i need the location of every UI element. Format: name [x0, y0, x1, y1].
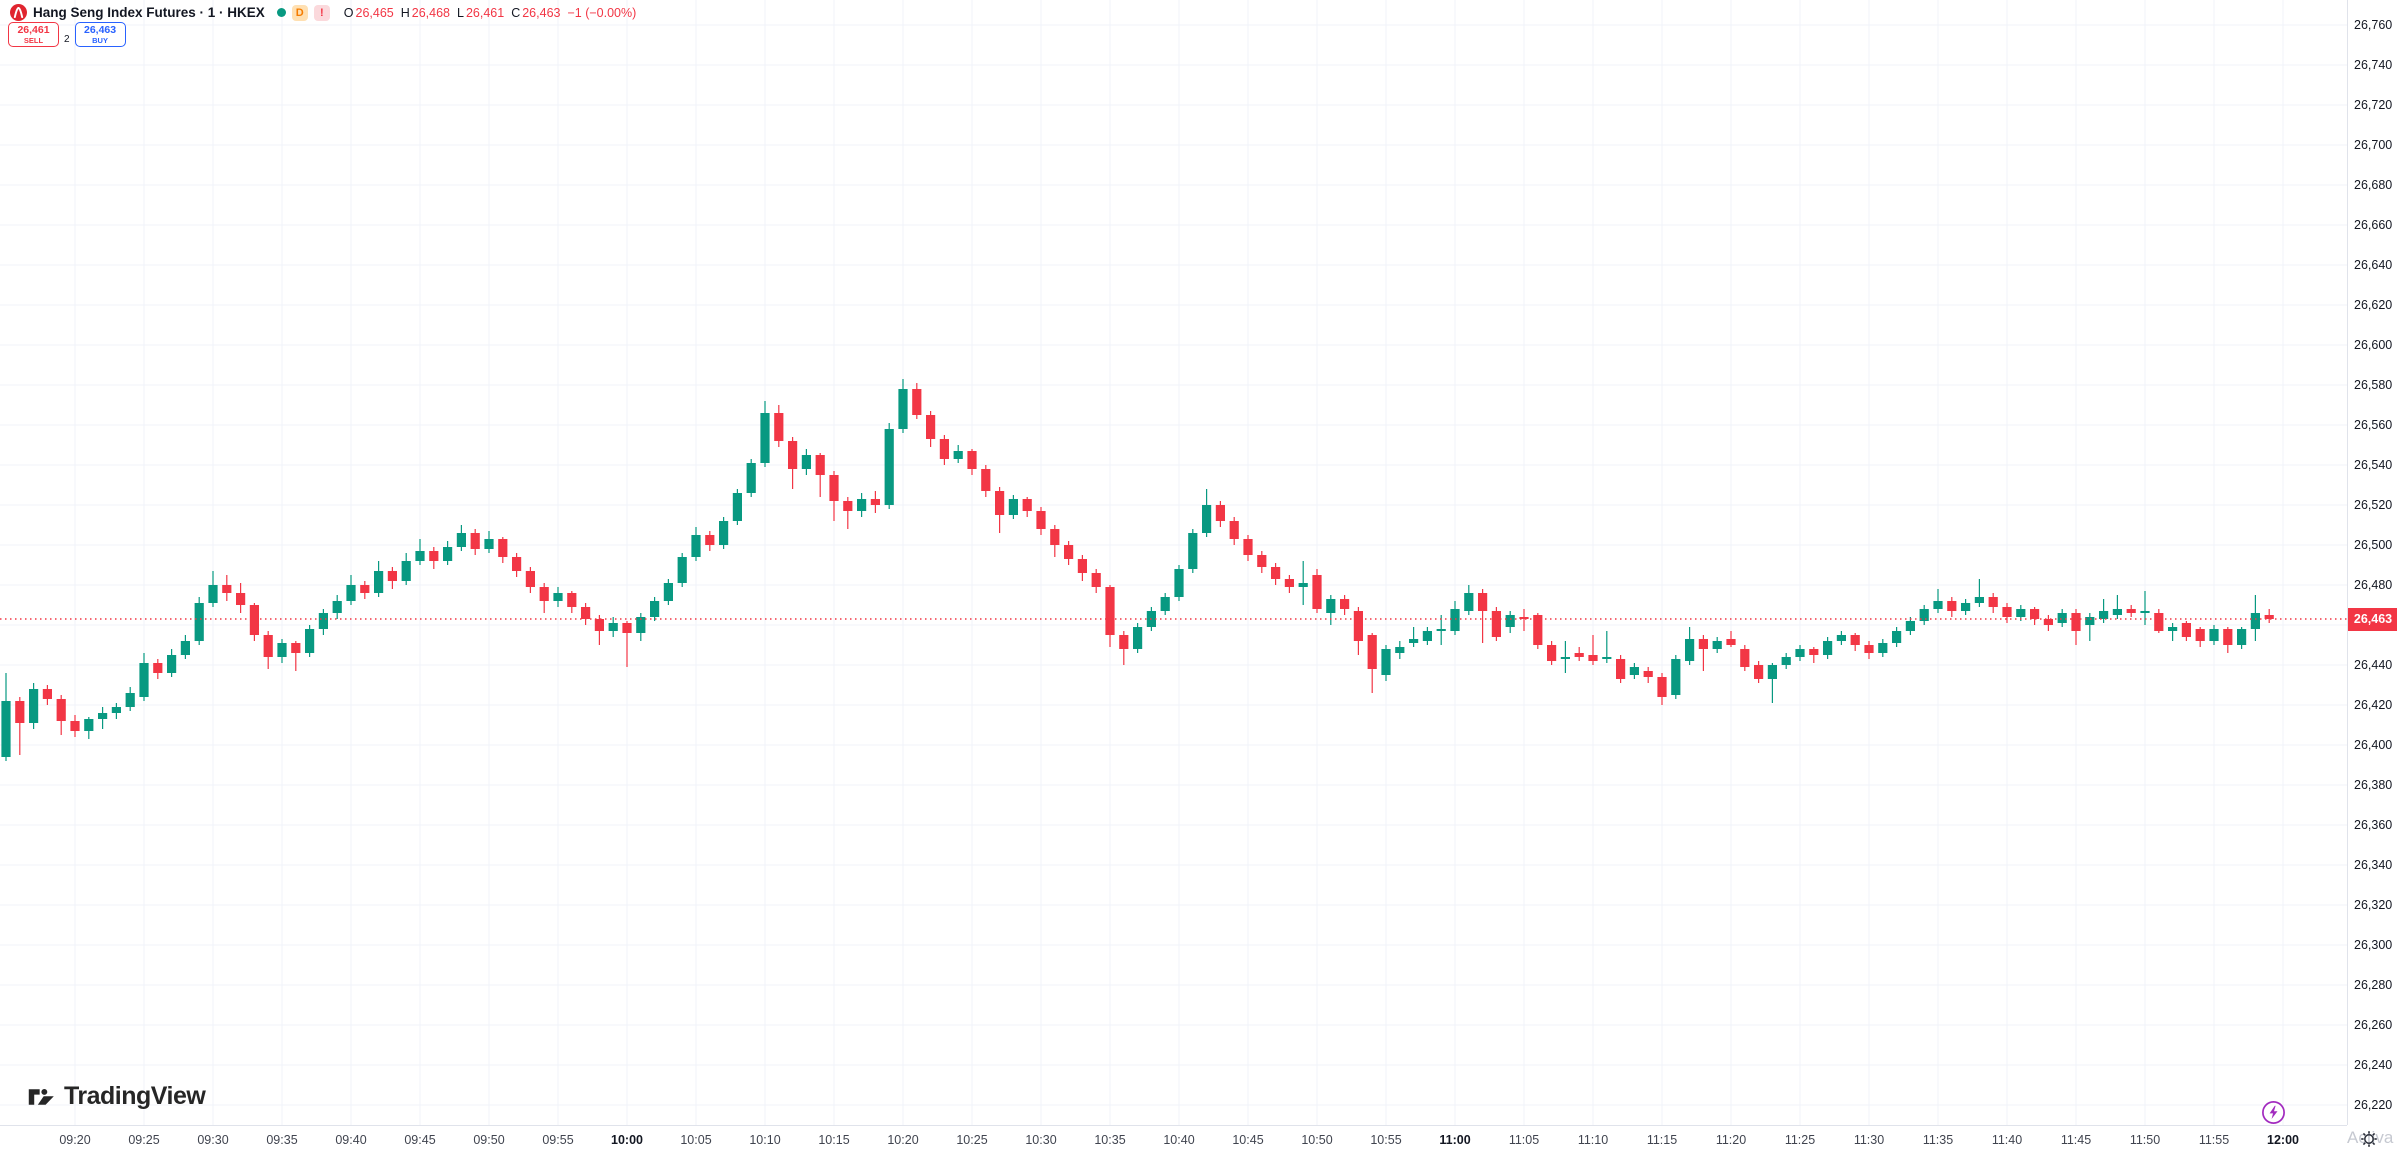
price-tick-label: 26,520 [2354, 498, 2393, 512]
time-tick-label: 11:05 [1508, 1133, 1540, 1147]
time-tick-label: 10:35 [1094, 1133, 1126, 1147]
time-tick-label: 09:20 [59, 1133, 91, 1147]
price-tick-label: 26,740 [2354, 58, 2393, 72]
time-tick-label: 09:25 [128, 1133, 160, 1147]
time-tick-label: 10:05 [680, 1133, 712, 1147]
price-tick-label: 26,660 [2354, 218, 2393, 232]
price-tick-label: 26,340 [2354, 858, 2393, 872]
grid [0, 0, 2347, 1125]
buy-label: BUY [92, 35, 108, 45]
close-value: 26,463 [522, 5, 561, 20]
candlestick-series [1, 379, 2274, 761]
time-tick-label: 12:00 [2267, 1133, 2299, 1147]
price-tick-label: 26,680 [2354, 178, 2393, 192]
sell-label: SELL [23, 35, 44, 45]
price-tick-label: 26,400 [2354, 738, 2393, 752]
price-tick-label: 26,600 [2354, 338, 2393, 352]
price-tick-label: 26,240 [2354, 1058, 2393, 1072]
price-tick-label: 26,540 [2354, 458, 2393, 472]
price-axis[interactable]: 26,463 26,760 26,740 26,720 26,700 26,680 26,… [2347, 0, 2397, 1125]
price-tick-label: 26,620 [2354, 298, 2393, 312]
time-tick-label: 10:25 [956, 1133, 988, 1147]
time-tick-label: 10:15 [818, 1133, 850, 1147]
price-tick-label: 26,260 [2354, 1018, 2393, 1032]
time-tick-label: 11:10 [1577, 1133, 1609, 1147]
tradingview-logo-icon [28, 1088, 54, 1105]
price-tick-label: 26,360 [2354, 818, 2393, 832]
trade-buttons: 26,461 SELL 2 26,463 BUY [8, 22, 126, 47]
high-value: 26,468 [411, 5, 451, 20]
price-tick-label: 26,640 [2354, 258, 2393, 272]
time-tick-label: 09:45 [404, 1133, 436, 1147]
price-tick-label: 26,720 [2354, 98, 2393, 112]
market-open-dot-icon[interactable] [276, 8, 286, 17]
symbol-legend: Hang Seng Index Futures · 1 · HKEX D ! O… [10, 4, 636, 21]
price-tick-label: 26,480 [2354, 578, 2393, 592]
time-tick-label: 10:00 [611, 1133, 643, 1147]
price-tick-label: 26,380 [2354, 778, 2393, 792]
spread-value: 2 [64, 34, 70, 45]
time-tick-label: 10:45 [1232, 1133, 1264, 1147]
resolution-badge[interactable]: D [291, 4, 308, 21]
open-value: 26,465 [355, 5, 394, 20]
time-tick-label: 09:35 [266, 1133, 298, 1147]
price-tick-label: 26,760 [2354, 18, 2393, 32]
buy-button[interactable]: 26,463 BUY [74, 22, 126, 47]
price-tick-label: 26,440 [2354, 658, 2393, 672]
price-tick-label: 26,220 [2354, 1098, 2393, 1112]
time-tick-label: 09:55 [542, 1133, 574, 1147]
time-tick-label: 11:35 [1922, 1133, 1954, 1147]
price-tick-label: 26,420 [2354, 698, 2393, 712]
time-tick-label: 11:50 [2129, 1133, 2161, 1147]
buy-price: 26,463 [84, 23, 117, 36]
open-label: O [343, 5, 354, 20]
time-tick-label: 09:30 [197, 1133, 229, 1147]
alert-badge[interactable]: ! [313, 4, 330, 21]
time-tick-label: 10:55 [1370, 1133, 1402, 1147]
low-label: L [457, 5, 464, 20]
time-tick-label: 11:30 [1853, 1133, 1885, 1147]
low-value: 26,461 [465, 5, 505, 20]
activate-watermark-text: Activa [2347, 1128, 2394, 1147]
gear-icon[interactable] [2360, 1130, 2378, 1148]
instant-trading-lightning-icon[interactable] [2261, 1100, 2286, 1130]
time-tick-label: 10:20 [887, 1133, 919, 1147]
time-tick-label: 11:20 [1715, 1133, 1747, 1147]
time-tick-label: 10:10 [749, 1133, 781, 1147]
price-tick-label: 26,700 [2354, 138, 2393, 152]
price-tick-label: 26,560 [2354, 418, 2393, 432]
time-tick-label: 11:00 [1439, 1133, 1471, 1147]
price-tick-label: 26,320 [2354, 898, 2393, 912]
symbol-title[interactable]: Hang Seng Index Futures · 1 · HKEX [33, 5, 265, 20]
hang-seng-logo-icon [10, 4, 27, 21]
ohlc-readout: O 26,465 H 26,468 L 26,461 C 26,463 −1 (… [344, 6, 636, 20]
price-tick-label: 26,580 [2354, 378, 2393, 392]
time-tick-label: 10:40 [1163, 1133, 1195, 1147]
axis-corner: Activa [2347, 1125, 2397, 1153]
time-tick-label: 10:50 [1301, 1133, 1333, 1147]
tradingview-watermark: TradingView [28, 1082, 206, 1111]
time-tick-label: 09:50 [473, 1133, 505, 1147]
tradingview-watermark-text: TradingView [64, 1082, 206, 1110]
price-tick-label: 26,280 [2354, 978, 2393, 992]
time-tick-label: 11:40 [1991, 1133, 2023, 1147]
sell-price: 26,461 [17, 23, 50, 36]
time-tick-label: 11:55 [2198, 1133, 2230, 1147]
time-tick-label: 11:15 [1646, 1133, 1678, 1147]
price-tick-label: 26,500 [2354, 538, 2393, 552]
time-tick-label: 11:45 [2060, 1133, 2092, 1147]
time-tick-label: 11:25 [1784, 1133, 1816, 1147]
chart-plot-area[interactable] [0, 0, 2347, 1125]
high-label: H [400, 5, 410, 20]
last-price-badge: 26,463 [2348, 607, 2397, 631]
change-value: −1 (−0.00%) [567, 5, 637, 20]
time-tick-label: 10:30 [1025, 1133, 1057, 1147]
time-axis[interactable]: 09:20 09:25 09:30 09:35 09:40 09:45 09:50 09:55… [0, 1125, 2347, 1153]
close-label: C [511, 5, 521, 20]
sell-button[interactable]: 26,461 SELL [8, 22, 59, 47]
price-tick-label: 26,300 [2354, 938, 2393, 952]
time-tick-label: 09:40 [335, 1133, 367, 1147]
